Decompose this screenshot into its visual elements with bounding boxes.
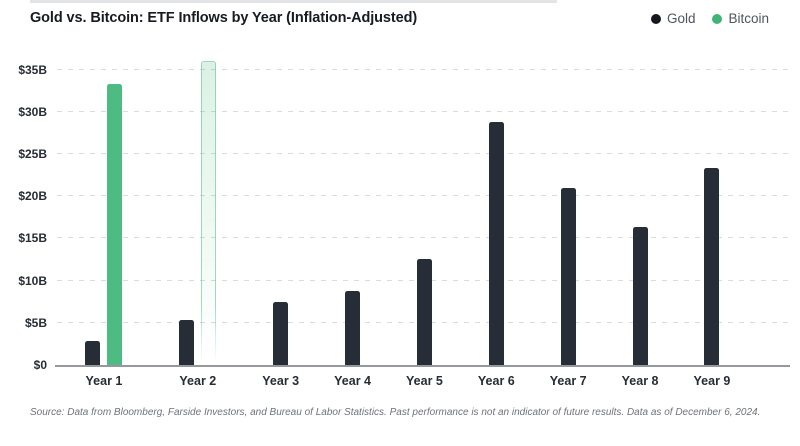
bar-group-year-4: Year 4 — [334, 57, 371, 388]
plot-area: $0 $5B $10B $15B $20B $25B $30B $35B Year 1 Year … — [18, 57, 790, 388]
bar-group-year-6: Year 6 — [478, 57, 515, 388]
bar-group-year-1: Year 1 — [85, 57, 123, 388]
gold-bar-year-5 — [416, 258, 432, 365]
bar-group-year-7: Year 7 — [550, 57, 587, 388]
y-axis-tick-label: $25B — [18, 147, 47, 162]
gridline-$35B — [57, 68, 790, 70]
x-axis-label: Year 8 — [621, 374, 659, 388]
bar-group-year-5: Year 5 — [406, 57, 443, 388]
gridline-$25B — [57, 153, 790, 155]
source-note: Source: Data from Bloomberg, Farside Inv… — [30, 407, 761, 418]
x-axis-line — [55, 365, 790, 367]
y-axis-tick-label: $0 — [33, 358, 47, 372]
gold-bar-year-9 — [704, 168, 720, 365]
gold-bar-year-3 — [273, 301, 289, 365]
gold-bar-year-7 — [560, 187, 576, 365]
x-axis-label: Year 7 — [549, 374, 587, 388]
gold-bar-year-4 — [345, 290, 361, 365]
gold-bar-year-8 — [632, 227, 648, 365]
y-axis-tick-label: $5B — [24, 315, 47, 330]
x-axis-label: Year 3 — [262, 374, 300, 388]
bar-group-year-2: Year 2 — [179, 57, 217, 388]
x-axis-label: Year 5 — [406, 374, 443, 388]
bar-group-year-3: Year 3 — [262, 57, 299, 388]
bar-group-year-9: Year 9 — [694, 57, 730, 388]
screenshot-artifact-line — [30, 0, 557, 3]
legend-label-gold: Gold — [666, 11, 696, 26]
gold-bar-year-6 — [488, 121, 504, 365]
legend-item-bitcoin: Bitcoin — [712, 11, 769, 26]
chart-title: Gold vs. Bitcoin: ETF Inflows by Year (I… — [30, 10, 418, 26]
bar-groups: Year 1 Year 2 Year 3 Year 4 Year 5 Year 6 Year… — [57, 57, 790, 388]
legend-item-gold: Gold — [650, 11, 696, 26]
gold-legend-dot-icon — [650, 13, 661, 24]
bitcoin-bar-year-1 — [107, 84, 123, 365]
gold-bar-year-1 — [85, 341, 101, 365]
bar-group-year-8: Year 8 — [622, 57, 658, 388]
gridline-$20B — [57, 195, 790, 197]
gold-bar-year-2 — [179, 320, 195, 365]
legend-label-bitcoin: Bitcoin — [728, 11, 769, 26]
x-axis-label: Year 9 — [693, 374, 731, 388]
x-axis-label: Year 6 — [477, 374, 515, 388]
y-axis-tick-label: $20B — [18, 189, 47, 204]
bitcoin-bar-year-2 — [201, 61, 217, 365]
legend: Gold Bitcoin — [650, 11, 769, 26]
bitcoin-legend-dot-icon — [712, 13, 723, 24]
gridline-$30B — [57, 110, 790, 112]
y-axis-tick-label: $10B — [18, 273, 47, 288]
x-axis-label: Year 1 — [85, 374, 123, 388]
y-axis-tick-label: $35B — [18, 62, 47, 77]
y-axis-tick-label: $15B — [18, 231, 47, 246]
y-axis-tick-label: $30B — [18, 104, 47, 119]
x-axis-label: Year 2 — [179, 374, 217, 388]
gridline-$15B — [57, 237, 790, 239]
x-axis-label: Year 4 — [334, 374, 371, 388]
